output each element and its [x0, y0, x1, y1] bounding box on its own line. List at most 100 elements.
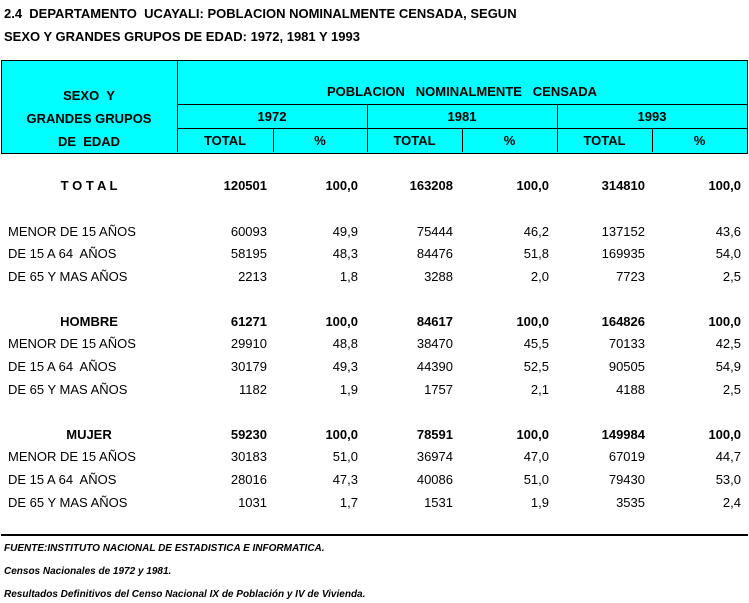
cell: 46,2: [523, 224, 549, 239]
title: 2.4 DEPARTAMENTO UCAYALI: POBLACION NOMI…: [4, 6, 517, 21]
cell: 100,0: [325, 314, 358, 329]
cell: 38470: [416, 336, 453, 351]
cell: 84617: [416, 314, 453, 329]
row-label: MENOR DE 15 AÑOS: [8, 224, 136, 239]
cell: 29910: [230, 336, 267, 351]
cell: 100,0: [708, 314, 741, 329]
cell: 59230: [230, 427, 267, 442]
cell: 60093: [230, 224, 267, 239]
cell: 1,9: [339, 382, 358, 397]
cell: 28016: [230, 472, 267, 487]
cell: 48,8: [332, 336, 358, 351]
section-label: HOMBRE: [60, 314, 118, 329]
year-header: 1993: [637, 109, 667, 124]
cell: 1182: [239, 382, 267, 397]
cell: 75444: [416, 224, 453, 239]
cell: 169935: [601, 246, 645, 261]
cell: 49,9: [332, 224, 358, 239]
cell: 1531: [424, 495, 453, 510]
col-rule: [367, 104, 368, 152]
row-label: MENOR DE 15 AÑOS: [8, 449, 136, 464]
cell: 53,0: [715, 472, 741, 487]
section-label: MUJER: [66, 427, 112, 442]
subcol-header: TOTAL: [583, 133, 626, 148]
cell: 100,0: [516, 178, 549, 193]
footnote: Resultados Definitivos del Censo Naciona…: [4, 589, 366, 600]
cell: 1757: [424, 382, 453, 397]
cell: 100,0: [708, 427, 741, 442]
cell: 1,8: [339, 269, 358, 284]
cell: 44,7: [715, 449, 741, 464]
cell: 120501: [223, 178, 267, 193]
cell: 1031: [238, 495, 267, 510]
row-label: DE 15 A 64 AÑOS: [8, 472, 117, 487]
cell: 47,3: [332, 472, 358, 487]
cell: 54,0: [715, 246, 741, 261]
header-label: DE EDAD: [57, 134, 121, 149]
cell: 7723: [616, 269, 645, 284]
footnote: Censos Nacionales de 1972 y 1981.: [4, 566, 172, 577]
cell: 43,6: [715, 224, 741, 239]
subcol-header: %: [314, 133, 326, 148]
cell: 1,9: [530, 495, 549, 510]
col-rule: [652, 128, 653, 152]
cell: 164826: [601, 314, 645, 329]
header-band: [1, 60, 748, 154]
col-rule: [177, 60, 178, 152]
title: SEXO Y GRANDES GRUPOS DE EDAD: 1972, 198…: [4, 29, 360, 44]
row-label: DE 65 Y MAS AÑOS: [8, 495, 128, 510]
cell: 2,1: [530, 382, 549, 397]
footnote: FUENTE:INSTITUTO NACIONAL DE ESTADISTICA…: [4, 543, 325, 554]
col-rule: [273, 128, 274, 152]
row-label: DE 15 A 64 AÑOS: [8, 246, 117, 261]
cell: 30179: [230, 359, 267, 374]
col-rule: [462, 128, 463, 152]
cell: 51,8: [523, 246, 549, 261]
cell: 314810: [601, 178, 645, 193]
cell: 49,3: [332, 359, 358, 374]
row-label: DE 65 Y MAS AÑOS: [8, 269, 128, 284]
year-header: 1981: [447, 109, 477, 124]
cell: 44390: [416, 359, 453, 374]
cell: 79430: [608, 472, 645, 487]
row-label: DE 15 A 64 AÑOS: [8, 359, 117, 374]
subcol-header: TOTAL: [203, 133, 247, 148]
header-label: GRANDES GRUPOS: [26, 111, 152, 126]
cell: 58195: [230, 246, 267, 261]
row-label: MENOR DE 15 AÑOS: [8, 336, 136, 351]
rule: [1, 534, 748, 536]
cell: 90505: [608, 359, 645, 374]
cell: 163208: [409, 178, 453, 193]
row-label: DE 65 Y MAS AÑOS: [8, 382, 128, 397]
cell: 2,5: [722, 269, 741, 284]
cell: 42,5: [715, 336, 741, 351]
cell: 45,5: [523, 336, 549, 351]
cell: 36974: [416, 449, 453, 464]
cell: 51,0: [332, 449, 358, 464]
cell: 48,3: [332, 246, 358, 261]
cell: 2,5: [722, 382, 741, 397]
cell: 61271: [230, 314, 267, 329]
cell: 100,0: [516, 314, 549, 329]
cell: 70133: [608, 336, 645, 351]
rule: [177, 104, 747, 105]
cell: 51,0: [523, 472, 549, 487]
cell: 3288: [424, 269, 453, 284]
year-header: 1972: [257, 109, 287, 124]
cell: 2213: [238, 269, 267, 284]
cell: 2,0: [530, 269, 549, 284]
cell: 100,0: [516, 427, 549, 442]
cell: 137152: [601, 224, 645, 239]
subcol-header: TOTAL: [393, 133, 436, 148]
header-label: SEXO Y: [63, 88, 115, 103]
cell: 54,9: [715, 359, 741, 374]
cell: 3535: [616, 495, 645, 510]
cell: 4188: [616, 382, 645, 397]
cell: 30183: [230, 449, 267, 464]
cell: 100,0: [325, 427, 358, 442]
cell: 2,4: [722, 495, 741, 510]
col-rule: [557, 104, 558, 152]
cell: 67019: [608, 449, 645, 464]
cell: 52,5: [523, 359, 549, 374]
